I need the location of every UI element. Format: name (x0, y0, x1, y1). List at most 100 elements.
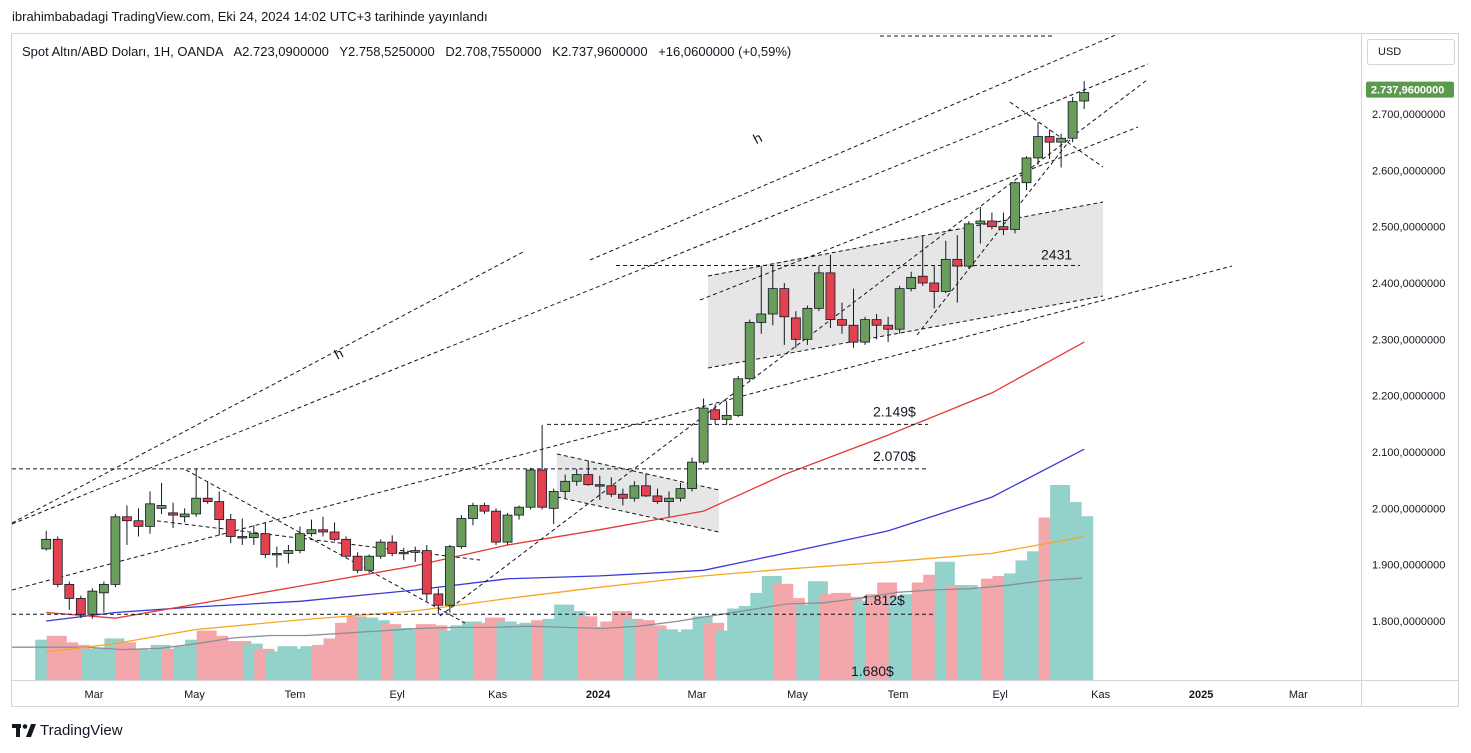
candle (456, 515, 467, 549)
candle-body (260, 533, 271, 555)
candle-body (537, 469, 548, 508)
label-2149: 2.149$ (873, 403, 916, 419)
candle-body (214, 501, 225, 521)
candle (987, 212, 997, 230)
candle-body (929, 282, 940, 292)
candle-body (963, 223, 974, 267)
low-value: D2.708,7550000 (445, 44, 542, 59)
time-tick-label: 2024 (586, 689, 611, 701)
candle (468, 502, 478, 526)
candle (1010, 181, 1020, 234)
candle-body (952, 258, 963, 267)
candle (375, 539, 386, 560)
tradingview-logo[interactable]: TradingView (12, 722, 123, 739)
candle-body (548, 491, 559, 509)
candle-body (583, 474, 594, 486)
candle (560, 474, 571, 499)
candle-body (790, 317, 801, 340)
candle-body (87, 590, 98, 615)
trend-line (12, 251, 524, 524)
candle-body (352, 555, 363, 571)
trend-line (1009, 101, 1104, 168)
last-price-label: 2.737,9600000 (1371, 85, 1444, 97)
candle-body (1010, 182, 1020, 230)
time-tick-label: 2025 (1189, 689, 1213, 701)
orange-ma-line (46, 535, 1085, 653)
candle (318, 516, 328, 537)
price-tick-label: 2.500,0000000 (1372, 222, 1445, 234)
red-ma-line (46, 341, 1085, 619)
candle (906, 271, 917, 292)
candle (894, 285, 905, 334)
candle-body (1079, 92, 1090, 102)
candle-body (225, 519, 236, 537)
time-tick-label: Eyl (390, 689, 405, 701)
symbol-legend: Spot Altın/ABD Doları, 1H, OANDA A2.723,… (22, 44, 798, 59)
candle (421, 544, 432, 602)
candle (571, 468, 582, 486)
label-1812: 1.812$ (862, 592, 905, 608)
candle-body (364, 555, 375, 571)
candle (917, 235, 928, 286)
candle (248, 525, 259, 545)
volume-ma-line (12, 577, 1083, 651)
candle-body (283, 550, 294, 554)
candle-body (594, 484, 605, 487)
candle (652, 488, 663, 504)
candle-body (698, 407, 709, 463)
candle (825, 254, 836, 329)
price-tick-label: 1.900,0000000 (1372, 560, 1445, 572)
candle (225, 513, 236, 544)
candle (87, 588, 98, 619)
candle (433, 588, 444, 615)
candle (779, 283, 790, 345)
candle (410, 546, 421, 562)
candle-body (295, 533, 305, 551)
candle-body (306, 529, 317, 535)
candle (237, 518, 248, 545)
candle-body (145, 503, 155, 527)
candle-body (525, 469, 536, 508)
candle-body (237, 536, 248, 539)
candle (52, 536, 63, 588)
last-price-badge (1366, 81, 1454, 98)
candle-body (652, 495, 663, 502)
open-value: A2.723,0900000 (233, 44, 329, 59)
candle (502, 512, 513, 545)
candle (998, 212, 1009, 236)
label-2431: 2431 (1041, 247, 1072, 263)
candle-body (341, 538, 351, 557)
time-tick-label: Mar (688, 689, 707, 701)
change-value: +16,0600000 (+0,59%) (658, 44, 792, 59)
candle-body (675, 488, 686, 499)
candle (398, 547, 409, 561)
candle (814, 266, 824, 312)
trend-line (12, 265, 1233, 591)
candle (444, 544, 455, 613)
candle (202, 481, 213, 504)
candle-body (444, 546, 455, 606)
candle-body (917, 275, 928, 284)
candle (271, 546, 282, 568)
currency-selector[interactable]: USD (1367, 39, 1455, 65)
candle (214, 491, 225, 536)
time-tick-label: Tem (285, 689, 306, 701)
price-tick-label: 2.300,0000000 (1372, 334, 1445, 346)
candle (710, 404, 721, 424)
candle-body (491, 510, 501, 543)
candle (156, 482, 167, 514)
candle-body (1056, 137, 1067, 143)
candle-body (606, 485, 617, 495)
candle (952, 235, 963, 303)
price-axis-divider (1361, 33, 1362, 707)
candle-body (687, 461, 697, 490)
time-tick-label: Eyl (993, 689, 1008, 701)
candle (491, 508, 501, 545)
candle (122, 505, 132, 545)
candle (733, 375, 744, 418)
candle (341, 536, 351, 558)
candle (514, 505, 524, 520)
time-tick-label: May (787, 689, 808, 701)
candle-body (802, 307, 813, 340)
